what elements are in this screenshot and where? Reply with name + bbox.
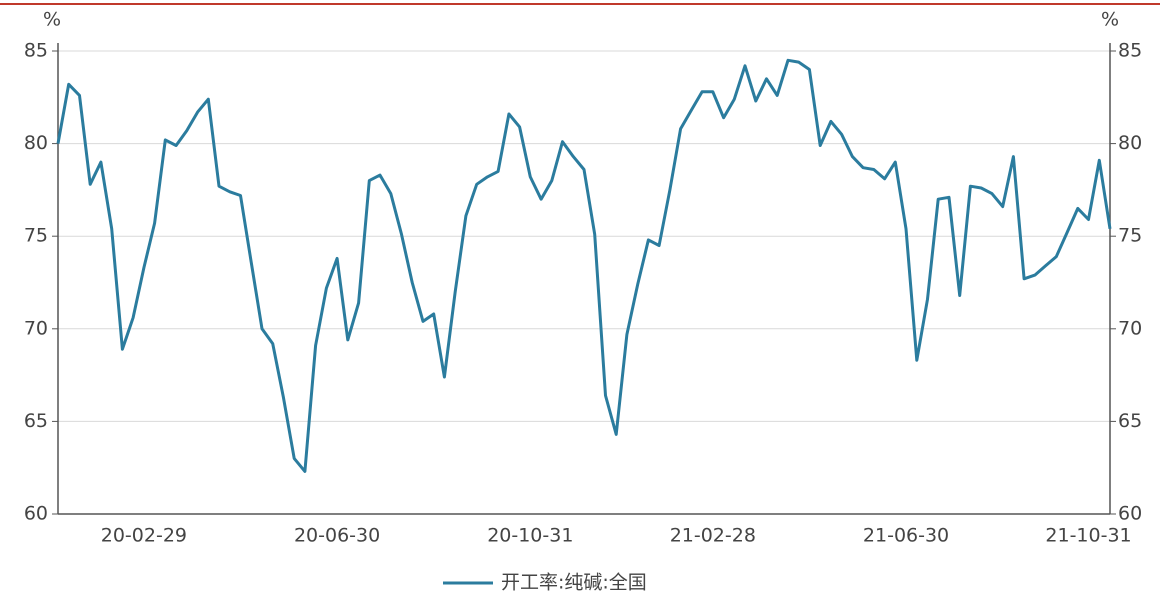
line-series	[56, 58, 1112, 473]
x-tick-label: 21-10-31	[1045, 525, 1131, 547]
y-tick-label: 75	[24, 225, 48, 247]
y-tick-label: 65	[24, 410, 48, 432]
x-tick-label: 20-06-30	[294, 525, 380, 547]
x-tick-label: 21-06-30	[863, 525, 949, 547]
y2-tick-label: 70	[1118, 317, 1142, 339]
x-tick-label: 21-02-28	[670, 525, 756, 547]
y2-tick-label: 80	[1118, 132, 1142, 154]
y2-tick-label: 75	[1118, 225, 1142, 247]
y2-tick-label: 65	[1118, 410, 1142, 432]
y-tick-label: 70	[24, 317, 48, 339]
y-unit: %	[43, 9, 61, 31]
x-tick-label: 20-02-29	[101, 525, 187, 547]
y-tick-label: 60	[24, 503, 48, 525]
x-tick-label: 20-10-31	[487, 525, 573, 547]
legend-label: 开工率:纯碱:全国	[501, 572, 647, 594]
y-tick-label: 85	[24, 40, 48, 62]
y-tick-label: 80	[24, 132, 48, 154]
y2-unit: %	[1101, 9, 1119, 31]
y2-tick-label: 60	[1118, 503, 1142, 525]
y2-tick-label: 85	[1118, 40, 1142, 62]
